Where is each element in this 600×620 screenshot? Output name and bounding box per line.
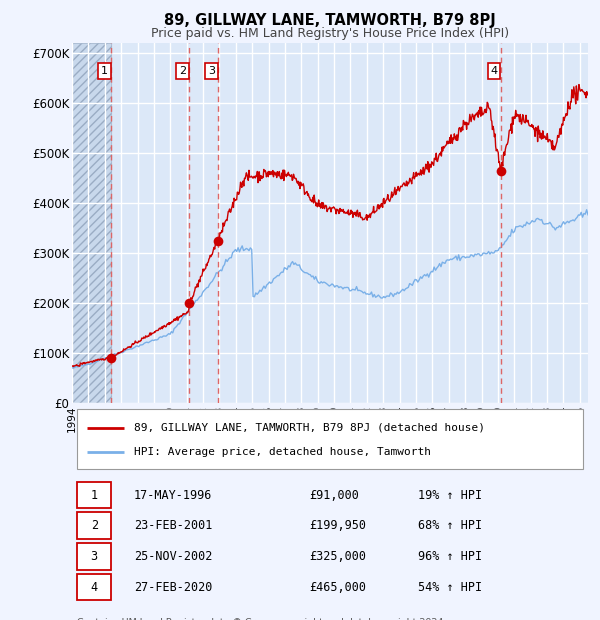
Bar bbox=[72, 43, 111, 403]
Text: £91,000: £91,000 bbox=[310, 489, 359, 502]
Text: £325,000: £325,000 bbox=[310, 550, 367, 563]
Text: 96% ↑ HPI: 96% ↑ HPI bbox=[418, 550, 482, 563]
Text: 54% ↑ HPI: 54% ↑ HPI bbox=[418, 581, 482, 593]
Text: 89, GILLWAY LANE, TAMWORTH, B79 8PJ (detached house): 89, GILLWAY LANE, TAMWORTH, B79 8PJ (det… bbox=[134, 423, 485, 433]
Text: 89, GILLWAY LANE, TAMWORTH, B79 8PJ: 89, GILLWAY LANE, TAMWORTH, B79 8PJ bbox=[164, 13, 496, 28]
Bar bbox=[72, 43, 111, 403]
Text: 19% ↑ HPI: 19% ↑ HPI bbox=[418, 489, 482, 502]
Text: Price paid vs. HM Land Registry's House Price Index (HPI): Price paid vs. HM Land Registry's House … bbox=[151, 27, 509, 40]
Text: 2: 2 bbox=[91, 520, 98, 533]
FancyBboxPatch shape bbox=[77, 574, 110, 600]
Text: £465,000: £465,000 bbox=[310, 581, 367, 593]
Text: 2: 2 bbox=[179, 66, 186, 76]
Text: 1: 1 bbox=[91, 489, 98, 502]
Text: 4: 4 bbox=[490, 66, 497, 76]
FancyBboxPatch shape bbox=[77, 482, 110, 508]
FancyBboxPatch shape bbox=[77, 543, 110, 570]
Text: 4: 4 bbox=[91, 581, 98, 593]
Text: 3: 3 bbox=[91, 550, 98, 563]
Text: Contains HM Land Registry data © Crown copyright and database right 2024.
This d: Contains HM Land Registry data © Crown c… bbox=[77, 618, 446, 620]
Text: HPI: Average price, detached house, Tamworth: HPI: Average price, detached house, Tamw… bbox=[134, 447, 431, 457]
Text: 1: 1 bbox=[101, 66, 108, 76]
Text: 68% ↑ HPI: 68% ↑ HPI bbox=[418, 520, 482, 533]
Text: 17-MAY-1996: 17-MAY-1996 bbox=[134, 489, 212, 502]
Text: 3: 3 bbox=[208, 66, 215, 76]
Text: £199,950: £199,950 bbox=[310, 520, 367, 533]
Text: 27-FEB-2020: 27-FEB-2020 bbox=[134, 581, 212, 593]
Text: 25-NOV-2002: 25-NOV-2002 bbox=[134, 550, 212, 563]
FancyBboxPatch shape bbox=[77, 513, 110, 539]
FancyBboxPatch shape bbox=[77, 409, 583, 469]
Text: 23-FEB-2001: 23-FEB-2001 bbox=[134, 520, 212, 533]
